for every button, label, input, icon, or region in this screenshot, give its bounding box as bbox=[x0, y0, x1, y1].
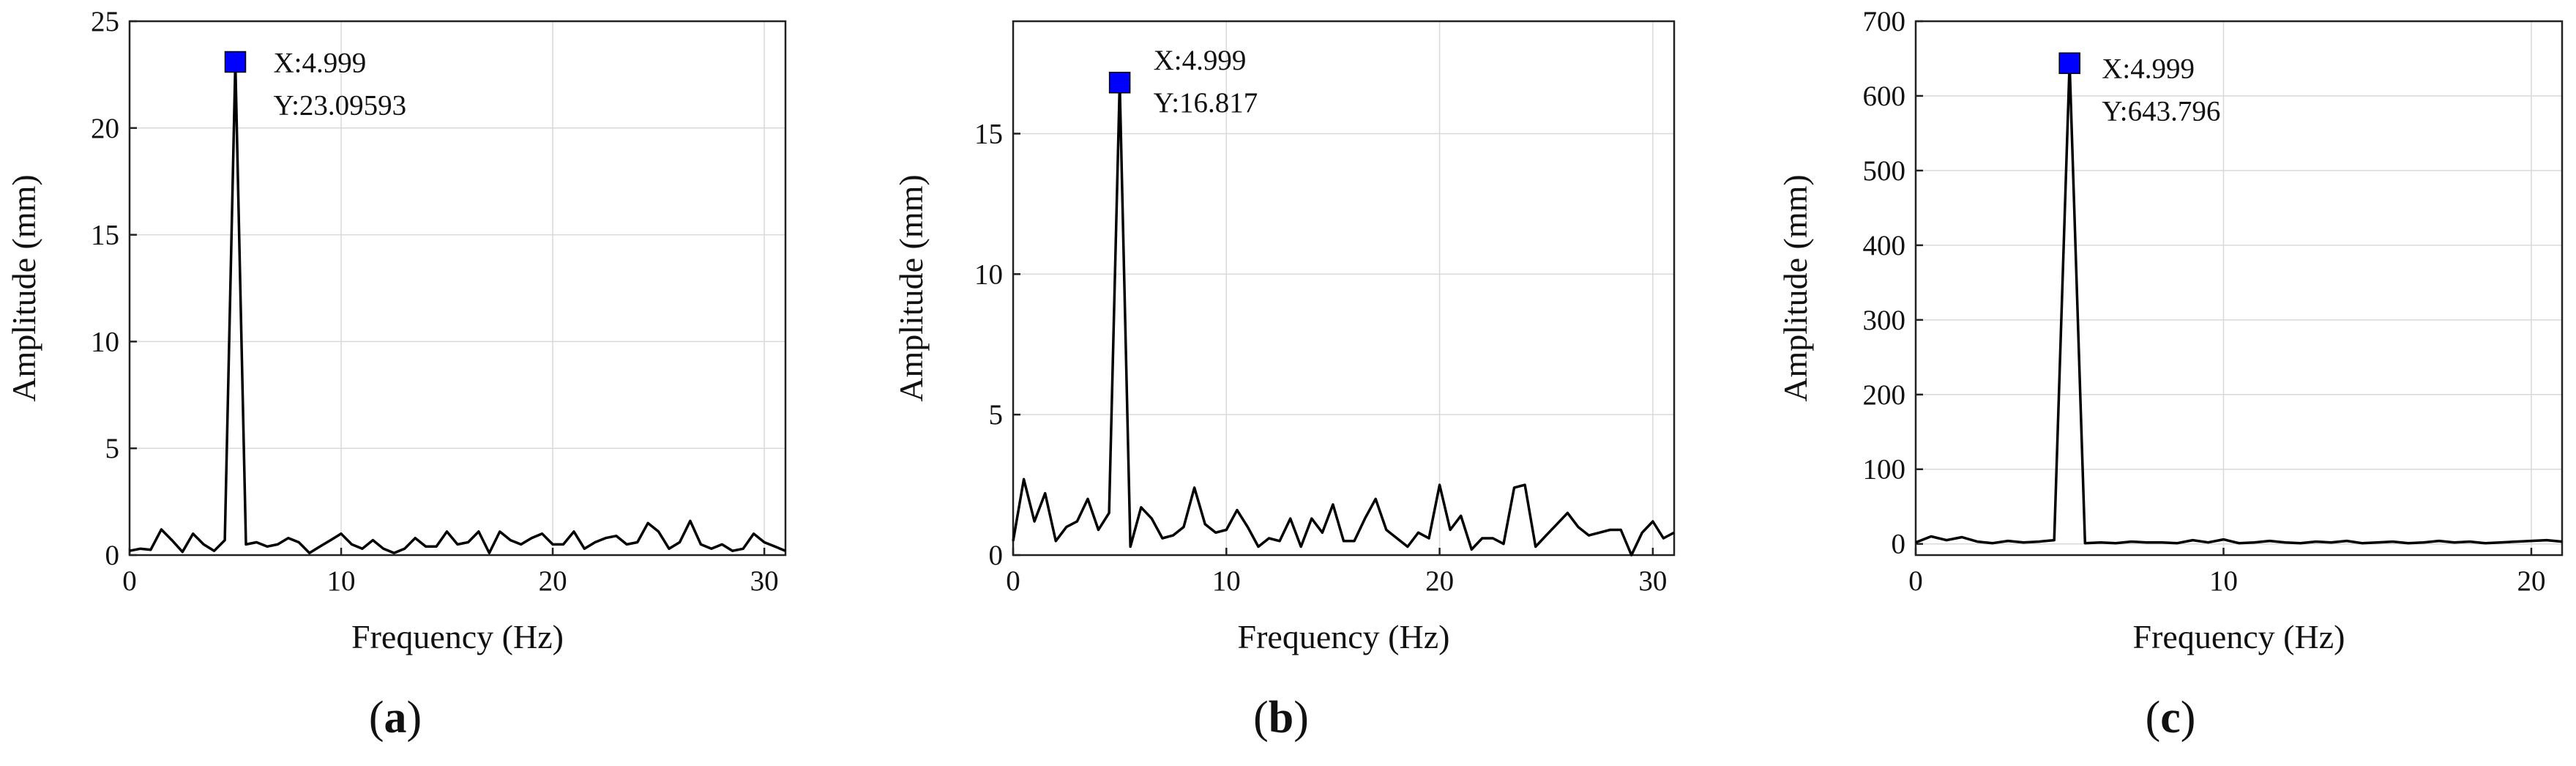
peak-annotation-x: X:4.999 bbox=[2102, 53, 2195, 84]
y-tick-label: 0 bbox=[989, 540, 1004, 571]
chart-panel-b: 0 10 20 30 0 5 10 15 X:4.999 Y:16.817 Frequency (H… bbox=[892, 20, 1676, 743]
peak-marker bbox=[1108, 72, 1131, 94]
peak-annotation-y: Y:23.09593 bbox=[273, 90, 406, 122]
y-tick-label: 700 bbox=[1863, 6, 1906, 37]
panel-label-close-paren: ) bbox=[2181, 693, 2196, 743]
spectrum-line bbox=[1012, 81, 1675, 557]
x-tick-label: 0 bbox=[1908, 565, 1923, 597]
x-tick-label: 30 bbox=[1638, 565, 1667, 597]
y-axis-label: Amplitude (mm) bbox=[5, 174, 42, 401]
x-tick-label: 0 bbox=[1006, 565, 1020, 597]
spectrum-line bbox=[1915, 62, 2563, 545]
y-tick-label: 20 bbox=[91, 113, 119, 144]
peak-annotation-x: X:4.999 bbox=[273, 48, 366, 79]
x-tick-label: 10 bbox=[1212, 565, 1241, 597]
y-tick-label: 400 bbox=[1863, 230, 1906, 261]
y-tick-label: 100 bbox=[1863, 454, 1906, 486]
x-tick-label: 30 bbox=[750, 565, 779, 597]
panel-label-letter: a bbox=[384, 693, 407, 743]
y-tick-label: 10 bbox=[91, 326, 119, 357]
panel-label-close-paren: ) bbox=[1293, 693, 1309, 743]
panel-label-open-paren: ( bbox=[369, 693, 384, 743]
y-tick-label: 0 bbox=[1892, 529, 1906, 560]
peak-annotation-x: X:4.999 bbox=[1154, 45, 1247, 76]
panel-label: (c) bbox=[2146, 693, 2196, 743]
y-tick-label: 15 bbox=[91, 220, 119, 251]
panel-label-letter: c bbox=[2160, 693, 2181, 743]
panel-label-open-paren: ( bbox=[1253, 693, 1269, 743]
y-tick-label: 15 bbox=[974, 118, 1003, 149]
x-axis-label: Frequency (Hz) bbox=[351, 618, 564, 655]
plot-frame bbox=[1914, 20, 2564, 557]
y-axis-label: Amplitude (mm) bbox=[892, 174, 930, 401]
panel-label: (a) bbox=[369, 693, 422, 743]
y-tick-label: 25 bbox=[91, 6, 119, 37]
x-tick-label: 10 bbox=[2209, 565, 2238, 597]
peak-marker bbox=[2058, 52, 2080, 75]
plot-frame bbox=[128, 20, 787, 557]
plot-frame bbox=[1012, 20, 1676, 557]
panel-label-open-paren: ( bbox=[2146, 693, 2161, 743]
y-tick-label: 300 bbox=[1863, 305, 1906, 336]
y-tick-label: 0 bbox=[105, 540, 120, 571]
y-tick-label: 200 bbox=[1863, 379, 1906, 411]
y-tick-label: 5 bbox=[989, 399, 1004, 431]
x-tick-label: 0 bbox=[122, 565, 137, 597]
x-axis-label: Frequency (Hz) bbox=[2133, 618, 2345, 655]
peak-annotation-y: Y:16.817 bbox=[1154, 87, 1258, 119]
spectrum-line bbox=[129, 60, 786, 554]
x-tick-label: 20 bbox=[2517, 565, 2545, 597]
panel-label: (b) bbox=[1253, 693, 1309, 743]
y-axis-label: Amplitude (mm) bbox=[1777, 174, 1814, 401]
chart-panel-c: 0 10 200100200300400500600700X:4.999Y:643.… bbox=[1777, 6, 2564, 743]
x-tick-label: 10 bbox=[327, 565, 356, 597]
x-axis-label: Frequency (Hz) bbox=[1238, 618, 1450, 655]
panel-label-letter: b bbox=[1269, 693, 1293, 743]
x-tick-label: 20 bbox=[1425, 565, 1454, 597]
y-tick-label: 600 bbox=[1863, 81, 1906, 112]
y-tick-label: 5 bbox=[105, 433, 120, 464]
peak-marker bbox=[224, 51, 247, 73]
x-tick-label: 20 bbox=[539, 565, 567, 597]
y-tick-label: 10 bbox=[974, 259, 1003, 290]
peak-annotation-y: Y:643.796 bbox=[2102, 95, 2220, 127]
panel-label-close-paren: ) bbox=[407, 693, 422, 743]
y-tick-label: 500 bbox=[1863, 155, 1906, 187]
chart-panel-a: 0 10 20 30 0 5 10 15 20 25 X:4.999 Y:23.09593 Freque… bbox=[5, 6, 787, 743]
